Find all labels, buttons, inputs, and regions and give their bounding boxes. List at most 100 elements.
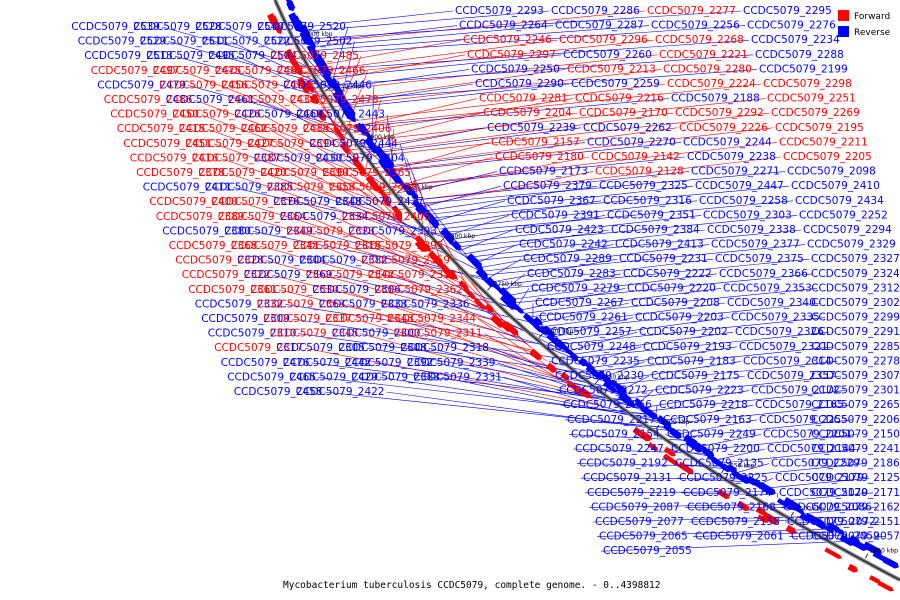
leader-line xyxy=(560,317,826,345)
leader-line xyxy=(324,391,671,429)
forward-gene-arrow xyxy=(309,93,320,105)
forward-gene-arrow xyxy=(335,128,345,142)
leader-line xyxy=(246,216,459,280)
leader-line xyxy=(509,273,718,300)
gene-label: CCDC5079_2502 xyxy=(264,36,353,48)
gene-label: CCDC5079_2256 xyxy=(651,20,740,32)
forward-gene-arrow xyxy=(869,575,882,584)
gene-label: CCDC5079_2193 xyxy=(643,341,732,353)
leader-line xyxy=(377,127,582,153)
leader-line xyxy=(418,171,786,204)
gene-label: CCDC5079_2278 xyxy=(811,355,900,367)
gene-label: CCDC5079_2211 xyxy=(779,136,868,148)
gene-label: CCDC5079_2216 xyxy=(575,93,664,105)
gene-label: CCDC5079_2299 xyxy=(811,312,900,324)
leader-line xyxy=(278,289,535,352)
leader-line xyxy=(446,215,510,237)
gene-label: CCDC5079_2529 xyxy=(78,36,167,48)
leader-line xyxy=(584,491,768,494)
leader-line xyxy=(664,404,850,425)
leader-line xyxy=(568,331,638,352)
gene-label: CCDC5079_2174 xyxy=(683,487,772,499)
leader-line xyxy=(421,185,502,208)
gene-label: CCDC5079_2220 xyxy=(627,282,716,294)
reverse-gene-arrow xyxy=(524,314,538,327)
leader-line xyxy=(200,114,368,177)
gene-label: CCDC5079_2321 xyxy=(739,341,828,353)
gene-label: CCDC5079_2162 xyxy=(811,501,900,513)
leader-line xyxy=(269,128,383,196)
gene-label: CCDC5079_2306 xyxy=(312,284,401,296)
gene-label: CCDC5079_2281 xyxy=(479,93,568,105)
gene-label: CCDC5079_2246 xyxy=(463,34,552,46)
leader-line xyxy=(389,260,526,314)
gene-label: CCDC5079_2219 xyxy=(587,487,676,499)
gene-label: CCDC5079_2469 xyxy=(234,109,323,121)
gene-label: CCDC5079_2302 xyxy=(811,297,900,309)
gene-label: CCDC5079_2429 xyxy=(289,371,378,383)
reverse-gene-arrow xyxy=(569,352,579,361)
reverse-gene-arrow xyxy=(306,35,316,50)
gene-label: CCDC5079_2359 xyxy=(361,255,450,267)
leader-line xyxy=(302,10,550,32)
gene-label: CCDC5079_2436 xyxy=(228,94,317,106)
gene-label: CCDC5079_2296 xyxy=(559,34,648,46)
gene-label: CCDC5079_2434 xyxy=(795,195,884,207)
gene-label: CCDC5079_2341 xyxy=(231,240,320,252)
leader-line xyxy=(580,477,748,480)
leader-line xyxy=(391,142,682,172)
leader-line xyxy=(430,185,790,219)
tick-mark xyxy=(721,468,725,474)
leader-line xyxy=(610,361,838,385)
leader-line xyxy=(359,98,670,127)
leader-line xyxy=(321,245,492,313)
leader-line xyxy=(722,448,862,464)
leader-line xyxy=(513,273,814,304)
gene-label: CCDC5079_2172 xyxy=(751,385,840,397)
leader-line xyxy=(602,361,646,379)
forward-gene-arrow xyxy=(755,506,766,515)
gene-label: CCDC5079_2208 xyxy=(631,297,720,309)
tick-label: 2750 kbp xyxy=(494,281,522,288)
gene-label: CCDC5079_2300 xyxy=(332,328,421,340)
forward-gene-arrow xyxy=(663,446,676,457)
gene-label: CCDC5079_2324 xyxy=(811,268,900,280)
leader-line xyxy=(589,346,738,369)
tick-mark xyxy=(790,511,795,517)
gene-label: CCDC5079_2358 xyxy=(267,182,356,194)
gene-label: CCDC5079_2379 xyxy=(503,180,592,192)
leader-line xyxy=(717,448,766,461)
leader-line xyxy=(697,434,762,448)
leader-line xyxy=(226,172,418,237)
gene-label: CCDC5079_2539 xyxy=(71,21,160,33)
gene-label: CCDC5079_2326 xyxy=(735,326,824,338)
gene-label: CCDC5079_2150 xyxy=(811,428,900,440)
gene-label: CCDC5079_2339 xyxy=(407,357,496,369)
tick-label: 2850 kbp xyxy=(404,184,432,191)
reverse-gene-arrow xyxy=(380,153,395,169)
gene-label: CCDC5079_2157 xyxy=(491,136,580,148)
leader-line xyxy=(328,54,562,78)
leader-line xyxy=(660,404,754,422)
gene-label: CCDC5079_2255 xyxy=(759,414,848,426)
gene-label: CCDC5079_2462 xyxy=(179,123,268,135)
legend: Forward Reverse xyxy=(838,10,891,38)
gene-label: CCDC5079_2251 xyxy=(767,93,856,105)
leader-line xyxy=(544,302,822,331)
gene-label: CCDC5079_2241 xyxy=(811,443,900,455)
legend-reverse-swatch xyxy=(838,26,849,37)
gene-label: CCDC5079_2308 xyxy=(338,342,427,354)
forward-gene-arrow xyxy=(340,142,350,154)
gene-label: CCDC5079_2200 xyxy=(671,443,760,455)
gene-label: CCDC5079_2260 xyxy=(563,49,652,61)
reverse-gene-arrow xyxy=(405,185,419,200)
gene-label: CCDC5079_2279 xyxy=(531,282,620,294)
leader-line xyxy=(804,507,878,514)
forward-gene-arrow xyxy=(503,321,519,336)
leader-line xyxy=(194,99,357,161)
leader-line xyxy=(354,112,770,159)
reverse-gene-arrow xyxy=(443,234,455,246)
reverse-gene-arrow xyxy=(451,240,461,251)
gene-label: CCDC5079_2239 xyxy=(487,122,576,134)
leader-line xyxy=(318,69,566,105)
